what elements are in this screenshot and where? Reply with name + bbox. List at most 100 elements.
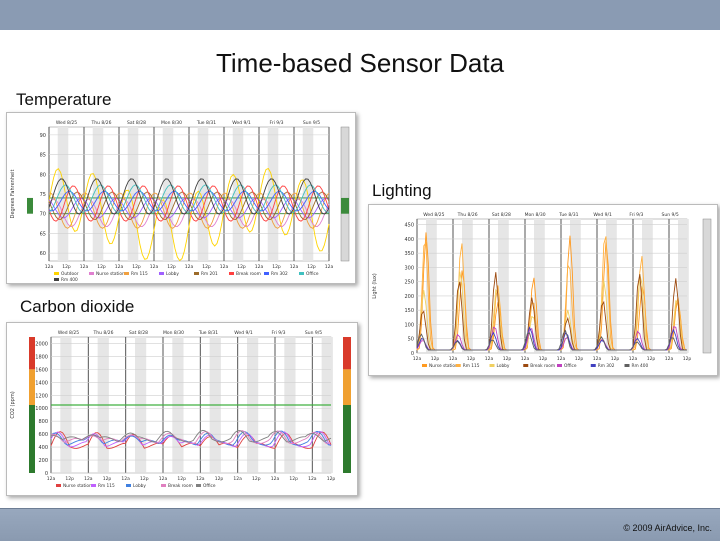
x-tick-label: 12p [103,476,112,482]
x-tick-label: 12p [167,264,176,270]
top-date-label: Thu 8/26 [91,120,112,126]
legend-swatch [455,364,461,367]
y-tick-label: 85 [40,153,46,159]
top-date-label: Fri 9/3 [269,120,283,126]
legend-label: Office [564,363,577,369]
y-tick-label: 1400 [35,380,48,386]
series-line [48,198,330,227]
legend-label: Lobby [133,483,146,489]
legend-swatch [299,272,304,275]
series-line [48,191,330,220]
x-tick-label: 12p [272,264,281,270]
top-date-label: Mon 8/30 [525,212,546,218]
top-date-label: Thu 8/26 [457,212,478,218]
night-band [678,219,689,353]
legend-swatch [194,272,199,275]
x-tick-label: 12a [290,264,299,270]
gauge-red [343,337,351,370]
x-tick-label: 12a [629,356,638,362]
slide-title: Time-based Sensor Data [215,48,505,78]
x-tick-label: 12p [177,476,186,482]
y-tick-label: 90 [40,133,46,139]
top-band [0,0,720,30]
legend-label: Rm 115 [98,483,115,489]
series-line [50,430,332,448]
legend-label: Rm 115 [131,271,148,277]
gauge-green-left [29,405,35,473]
gauge-grey [340,126,350,262]
x-tick-label: 12p [647,356,656,362]
x-tick-label: 12a [665,356,674,362]
x-tick-label: 12p [252,476,261,482]
legend-swatch [91,484,96,487]
x-tick-label: 12a [196,476,205,482]
top-date-label: Sun 9/5 [303,120,320,126]
top-date-label: Sun 9/5 [662,212,679,218]
night-band [498,219,509,353]
night-band [426,219,437,353]
legend-label: Break room [168,483,193,489]
legend-label: Rm 400 [632,363,649,369]
gauge-orange-left [29,369,35,405]
legend-label: Office [306,271,319,277]
co2-chart-svg: 0 200 400 600 800 1000 1200 1400 1600 1800 2000 Wed… [10,330,351,489]
series-line [48,190,330,212]
x-tick-label: 12a [185,264,194,270]
legend-label: Rm 115 [463,363,480,369]
y-tick-label: 1600 [35,367,48,373]
x-tick-label: 12a [45,264,54,270]
y-tick-label: 75 [40,192,46,198]
x-tick-label: 12p [62,264,71,270]
legend-label: Rm 302 [271,271,288,277]
top-date-label: Sat 8/28 [492,212,511,218]
gauge-grey [702,218,712,354]
y-tick-label: 200 [404,294,414,300]
lighting-label: Lighting [372,181,432,200]
x-tick-label: 12a [413,356,422,362]
lighting-chart-svg: 0 50 100 150 200 250 300 350 400 450 Wed 8/25 Thu 8… [372,212,712,369]
top-date-label: Tue 8/31 [196,120,216,126]
top-date-label: Wed 8/25 [56,120,77,126]
night-band [642,219,653,353]
x-tick-label: 12a [220,264,229,270]
legend-label: Rm 201 [201,271,218,277]
x-tick-label: 12p [140,476,149,482]
x-tick-label: 12p [611,356,620,362]
legend-label: Lobby [497,363,510,369]
y-tick-label: 80 [40,172,46,178]
series-line [416,329,687,351]
x-tick-label: 12a [271,476,280,482]
x-tick-label: 12a [159,476,168,482]
night-band [462,219,473,353]
x-tick-label: 12p [683,356,692,362]
legend-label: Nurse station [429,363,458,369]
x-tick-label: 12a [255,264,264,270]
legend-label: Office [203,483,216,489]
top-date-label: Sat 8/28 [129,330,148,336]
y-axis-label: CO2 (ppm) [10,391,16,418]
footer-bar: © 2009 AirAdvice, Inc. [0,508,720,541]
top-date-label: Thu 8/26 [93,330,114,336]
y-tick-label: 1000 [35,406,48,412]
lighting-chart: 0 50 100 150 200 250 300 350 400 450 Wed 8/25 Thu 8… [368,204,718,376]
legend-swatch [489,364,495,367]
co2-label: Carbon dioxide [20,297,135,316]
gauge-red-left [29,337,35,370]
y-tick-label: 300 [404,265,414,271]
y-tick-label: 800 [38,419,48,425]
legend-swatch [159,272,164,275]
x-tick-label: 12p [539,356,548,362]
legend-swatch [264,272,269,275]
gauge-orange [343,369,351,405]
x-tick-label: 12a [325,264,334,270]
temperature-chart: 60 65 70 75 80 85 90 Wed 8/25 Thu 8/26 Sat 8/28 Mo… [6,112,356,284]
x-tick-label: 12p [431,356,440,362]
y-tick-label: 450 [404,223,414,229]
y-axis-label: Degrees Fahrenheit [10,170,16,219]
top-date-label: Wed 9/1 [234,330,253,336]
x-tick-label: 12p [503,356,512,362]
night-band [534,219,545,353]
legend-swatch [89,272,94,275]
legend-swatch [161,484,166,487]
legend-label: Break room [236,271,261,277]
